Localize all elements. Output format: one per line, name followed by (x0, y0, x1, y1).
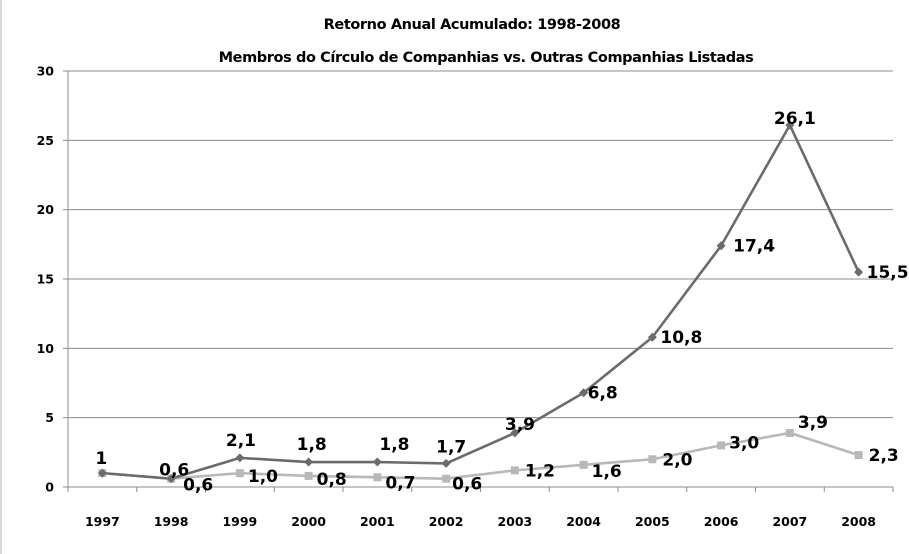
series-1-point (647, 332, 657, 342)
x-tick-label: 1997 (85, 514, 120, 529)
x-tick-label: 2006 (704, 514, 739, 529)
data-label: 15,5 (867, 263, 909, 283)
series-2-point (854, 451, 863, 460)
series-2-point (785, 428, 794, 437)
x-tick-label: 2002 (429, 514, 464, 529)
data-label: 0,6 (159, 461, 189, 481)
data-label: 10,8 (660, 328, 702, 348)
data-label: 2,3 (869, 446, 899, 466)
series-1-point (854, 267, 864, 277)
series-2-point (717, 441, 726, 450)
data-label: 0,8 (317, 470, 347, 490)
series-1-point (235, 453, 245, 463)
series-2-point (579, 460, 588, 469)
series-1-point (441, 458, 451, 468)
x-tick-label: 2000 (291, 514, 326, 529)
series-2-point (304, 471, 313, 480)
data-label: 0,6 (452, 475, 482, 495)
gridlines (68, 70, 893, 419)
y-tick-label: 20 (37, 202, 55, 217)
series-line-1 (102, 123, 860, 480)
series-1-point (785, 120, 795, 130)
series-1-point (304, 457, 314, 467)
data-label: 1,7 (436, 437, 466, 457)
series-1-point (716, 241, 726, 251)
series-1-point (97, 468, 107, 478)
y-tick-label: 5 (45, 410, 54, 425)
series-1-point (510, 428, 520, 438)
y-tick-label: 30 (37, 64, 55, 79)
data-label: 3,9 (505, 415, 535, 435)
series-markers (97, 120, 864, 484)
series-1-point (579, 388, 589, 398)
series-2-point (510, 466, 519, 475)
data-label: 17,4 (733, 237, 775, 257)
x-tick-label: 1998 (154, 514, 189, 529)
x-tick-label: 2005 (635, 514, 670, 529)
x-tick-label: 2001 (360, 514, 395, 529)
data-label: 6,8 (588, 384, 618, 404)
data-label: 1,6 (592, 462, 622, 482)
axes (63, 70, 894, 492)
y-tick-label: 15 (37, 272, 54, 287)
series-2-point (648, 455, 657, 464)
series-2-point (442, 474, 451, 483)
chart-subtitle: Membros do Círculo de Companhias vs. Out… (219, 50, 754, 66)
data-label: 2,1 (226, 431, 256, 451)
data-labels: 1 0,6 2,1 1,8 1,8 1,7 3,9 6,8 10,8 17,4 26,1 15,5 0,… (95, 109, 908, 496)
series-2-point (235, 469, 244, 478)
x-tick-label: 2008 (841, 514, 876, 529)
y-tick-label: 10 (37, 341, 55, 356)
series-line-2 (102, 431, 860, 480)
series-lines (102, 123, 860, 480)
series-2-point (373, 473, 382, 482)
series-1-point (166, 474, 176, 484)
data-label: 1 (95, 449, 107, 469)
y-tick-label: 25 (37, 133, 54, 148)
data-label: 0,6 (183, 476, 213, 496)
x-tick-label: 2003 (497, 514, 532, 529)
data-label: 2,0 (662, 450, 692, 470)
data-label: 26,1 (774, 109, 816, 129)
x-tick-label: 1999 (222, 514, 257, 529)
data-label: 1,2 (525, 461, 555, 481)
chart-title: Retorno Anual Acumulado: 1998-2008 (324, 17, 621, 33)
series-1-point (372, 457, 382, 467)
x-tick-label: 2004 (566, 514, 601, 529)
data-label: 1,8 (297, 435, 327, 455)
data-label: 1,8 (379, 435, 409, 455)
x-tick-label: 2007 (772, 514, 807, 529)
data-label: 1,0 (248, 467, 278, 487)
data-label: 0,7 (385, 473, 415, 493)
x-axis-tick-labels: 1997 1998 1999 2000 2001 2002 2003 2004 2005 2006… (85, 514, 876, 529)
data-label: 3,0 (729, 433, 759, 453)
data-label: 3,9 (798, 413, 828, 433)
y-tick-label: 0 (45, 480, 54, 495)
y-axis-tick-labels: 0 5 10 15 20 25 30 (37, 64, 55, 495)
